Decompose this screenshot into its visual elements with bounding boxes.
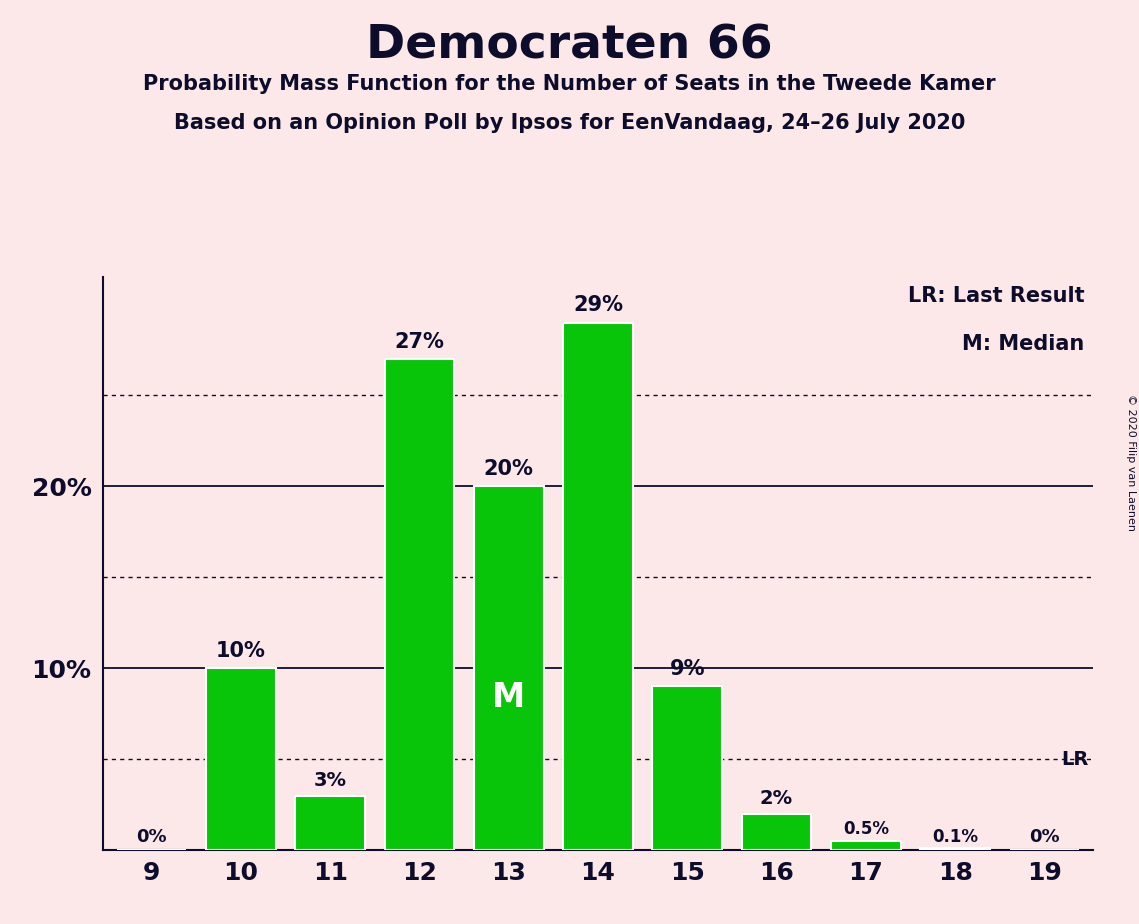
Bar	[653, 687, 722, 850]
Bar	[385, 359, 454, 850]
Text: 2%: 2%	[760, 789, 793, 808]
Text: 3%: 3%	[313, 771, 346, 790]
Text: LR: Last Result: LR: Last Result	[908, 286, 1084, 306]
Bar	[206, 668, 276, 850]
Bar	[295, 796, 364, 850]
Text: M: Median: M: Median	[962, 334, 1084, 355]
Text: 0.5%: 0.5%	[843, 821, 888, 838]
Bar	[474, 486, 543, 850]
Text: Based on an Opinion Poll by Ipsos for EenVandaag, 24–26 July 2020: Based on an Opinion Poll by Ipsos for Ee…	[174, 113, 965, 133]
Text: 0%: 0%	[1029, 829, 1059, 846]
Text: Democraten 66: Democraten 66	[366, 23, 773, 68]
Text: 27%: 27%	[394, 332, 444, 352]
Bar	[831, 841, 901, 850]
Text: M: M	[492, 681, 525, 714]
Bar	[741, 814, 811, 850]
Text: 29%: 29%	[573, 296, 623, 315]
Text: © 2020 Filip van Laenen: © 2020 Filip van Laenen	[1126, 394, 1136, 530]
Text: 10%: 10%	[216, 641, 265, 661]
Text: Probability Mass Function for the Number of Seats in the Tweede Kamer: Probability Mass Function for the Number…	[144, 74, 995, 94]
Bar	[920, 848, 990, 850]
Text: 20%: 20%	[484, 459, 534, 479]
Text: 0%: 0%	[137, 829, 167, 846]
Text: 9%: 9%	[670, 659, 705, 679]
Bar	[563, 322, 633, 850]
Text: LR: LR	[1062, 749, 1089, 769]
Text: 0.1%: 0.1%	[932, 828, 978, 845]
